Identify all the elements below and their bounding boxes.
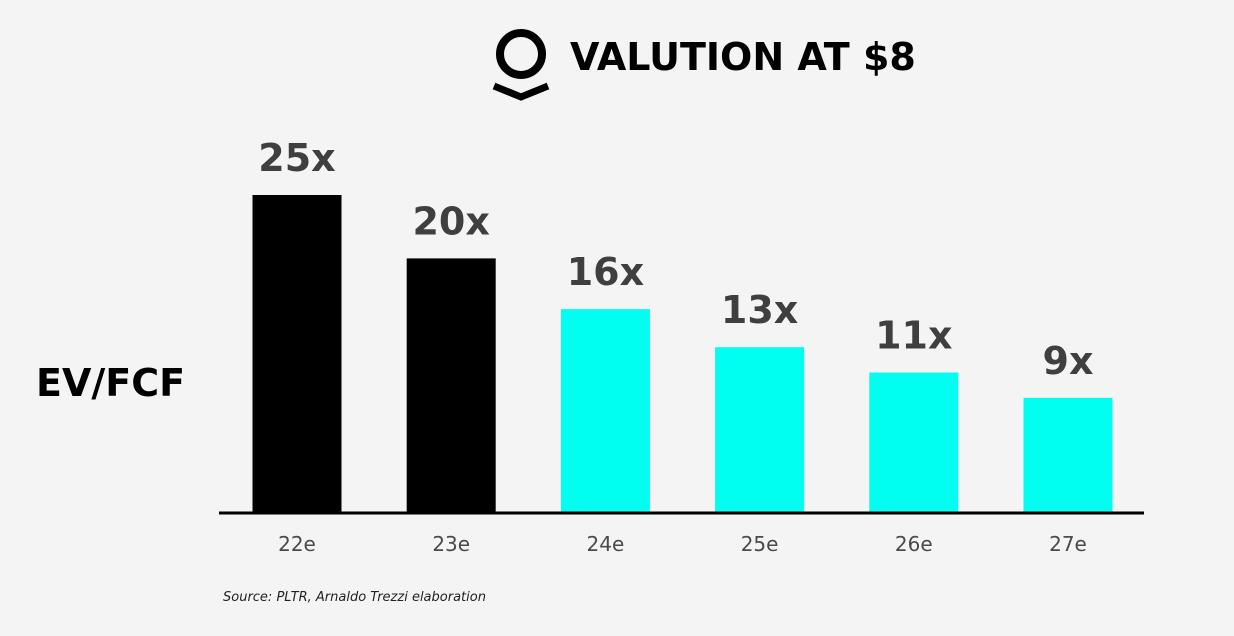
value-label-26e: 11x	[875, 314, 952, 358]
value-label-25e: 13x	[721, 288, 798, 332]
value-label-27e: 9x	[1043, 339, 1094, 383]
bar-26e	[869, 372, 959, 512]
palantir-logo-icon	[492, 29, 550, 101]
x-tick-label-26e: 26e	[895, 532, 933, 556]
bar-25e	[715, 347, 805, 512]
bar-22e	[252, 195, 342, 512]
x-tick-label-27e: 27e	[1049, 532, 1087, 556]
value-label-22e: 25x	[258, 136, 335, 180]
x-tick-label-25e: 25e	[741, 532, 779, 556]
source-note: Source: PLTR, Arnaldo Trezzi elaboration	[223, 590, 486, 605]
bars-group	[252, 195, 1113, 512]
x-tick-label-24e: 24e	[587, 532, 625, 556]
x-tick-labels-group: 22e 23e 24e 25e 26e 27e	[278, 532, 1087, 556]
value-label-24e: 16x	[567, 250, 644, 294]
chart-title: VALUTION AT $8	[570, 35, 916, 79]
value-labels-group: 25x 20x 16x 13x 11x 9x	[258, 136, 1093, 383]
y-axis-label: EV/FCF	[36, 361, 185, 405]
bar-27e	[1023, 397, 1113, 512]
value-label-23e: 20x	[412, 199, 489, 243]
bar-23e	[406, 258, 496, 512]
x-tick-label-23e: 23e	[432, 532, 470, 556]
x-tick-label-22e: 22e	[278, 532, 316, 556]
bar-24e	[560, 309, 650, 512]
